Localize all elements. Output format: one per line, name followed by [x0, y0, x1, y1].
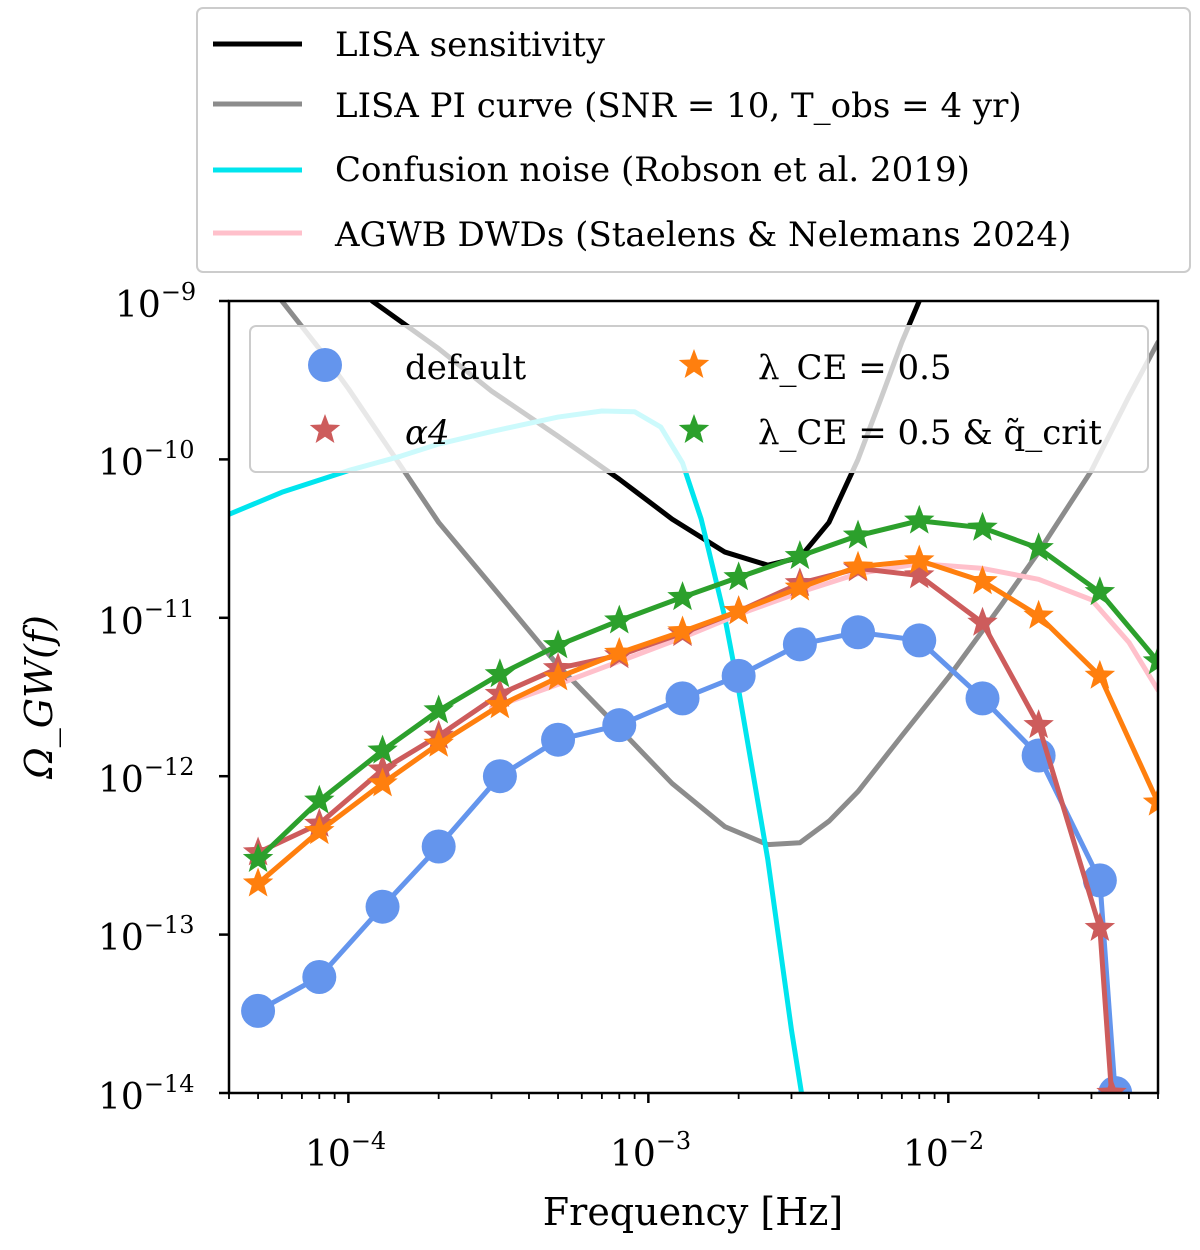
x-axis-label: Frequency [Hz]	[543, 1190, 843, 1234]
series-line-ce-0-5	[256, 558, 1158, 886]
legend-label-lisa-pi: LISA PI curve (SNR = 10, T_obs = 4 yr)	[335, 86, 1022, 126]
data-point-ce-0-5	[723, 595, 754, 625]
legend-marker-default	[308, 348, 342, 382]
data-point-ce-0-5-q-crit	[367, 734, 398, 764]
y-tick-label: 10−9	[115, 278, 196, 326]
data-point-default	[1082, 863, 1117, 898]
data-point-ce-0-5-q-crit	[967, 511, 998, 541]
legend-label-lambda-ce-qcrit: λ_CE = 0.5 & q̃_crit	[758, 413, 1102, 453]
data-point-default	[541, 722, 576, 757]
data-point-ce-0-5-q-crit	[423, 694, 454, 724]
data-point-ce-0-5-q-crit	[904, 504, 935, 534]
data-point-ce-0-5-q-crit	[784, 540, 816, 570]
data-point-default	[721, 658, 756, 693]
data-point-ce-0-5	[1023, 599, 1054, 629]
data-point-default	[241, 993, 276, 1028]
data-point-4	[1096, 1077, 1127, 1093]
data-point-ce-0-5	[904, 544, 935, 574]
data-point-4	[967, 606, 998, 636]
series-legend-frame	[249, 325, 1149, 473]
data-point-default	[965, 681, 1000, 716]
legend-marker-lambda-ce-qcrit	[678, 414, 710, 443]
data-point-ce-0-5-q-crit	[842, 519, 874, 549]
data-point-ce-0-5	[1142, 786, 1158, 816]
data-point-ce-0-5	[484, 689, 516, 719]
data-point-ce-0-5	[304, 815, 335, 845]
data-point-ce-0-5	[367, 767, 398, 797]
data-point-4	[904, 559, 935, 589]
data-series	[241, 504, 1158, 1093]
top-legend: LISA sensitivity LISA PI curve (SNR = 10…	[196, 7, 1191, 273]
data-point-default	[421, 829, 456, 864]
axis-ticks	[219, 299, 1159, 1103]
data-point-ce-0-5	[667, 615, 698, 645]
data-point-ce-0-5-q-crit	[723, 561, 754, 591]
series-line-4	[257, 565, 1115, 1093]
y-tick-label: 10−10	[98, 436, 194, 484]
data-point-4	[1023, 709, 1054, 739]
data-point-default	[602, 708, 637, 743]
data-point-default	[782, 627, 817, 662]
data-point-default	[902, 623, 937, 658]
legend-label-agwb-dwds: AGWB DWDs (Staelens & Nelemans 2024)	[334, 215, 1071, 255]
legend-label-alpha4: α4	[405, 413, 450, 453]
data-point-default	[482, 759, 517, 794]
y-tick-label: 10−13	[98, 911, 194, 959]
y-tick-label: 10−12	[98, 753, 194, 801]
data-point-default	[365, 889, 400, 924]
data-point-ce-0-5-q-crit	[667, 581, 698, 611]
data-point-ce-0-5	[542, 661, 574, 691]
data-point-ce-0-5-q-crit	[1084, 576, 1116, 606]
legend-label-lisa-sensitivity: LISA sensitivity	[335, 25, 606, 65]
legend-label-default: default	[405, 348, 527, 388]
data-point-ce-0-5	[242, 867, 274, 897]
x-tick-label: 10−4	[305, 1127, 386, 1175]
data-point-default	[665, 681, 700, 716]
legend-label-lambda-ce: λ_CE = 0.5	[758, 348, 952, 388]
data-point-default	[841, 615, 876, 650]
legend-label-confusion-noise: Confusion noise (Robson et al. 2019)	[335, 150, 970, 190]
data-point-ce-0-5-q-crit	[1142, 645, 1158, 675]
data-point-ce-0-5	[842, 550, 874, 580]
series-line-ce-0-5-q-crit	[256, 518, 1158, 861]
series-line-default	[256, 629, 1118, 1093]
data-point-ce-0-5	[423, 727, 454, 757]
data-point-ce-0-5-q-crit	[304, 784, 335, 814]
data-point-ce-0-5-q-crit	[484, 658, 516, 688]
data-point-default	[302, 959, 337, 994]
legend-marker-alpha4	[309, 414, 341, 443]
y-tick-label: 10−11	[98, 595, 194, 643]
data-point-ce-0-5-q-crit	[1023, 532, 1054, 562]
data-point-ce-0-5-q-crit	[242, 843, 274, 872]
data-point-ce-0-5	[604, 636, 635, 666]
data-point-ce-0-5-q-crit	[604, 604, 635, 634]
top-legend-frame	[196, 7, 1191, 273]
legend-marker-lambda-ce	[678, 349, 710, 378]
data-point-ce-0-5-q-crit	[542, 629, 574, 659]
series-legend: default α4 λ_CE = 0.5 λ_CE = 0.5 & q̃_cr…	[249, 325, 1149, 473]
y-axis-label: Ω_GW(f)	[17, 615, 62, 780]
y-tick-labels: 10−14 10−13 10−12 10−11 10−10 10−9	[98, 278, 196, 1118]
data-point-ce-0-5	[967, 565, 998, 595]
x-tick-labels: 10−4 10−3 10−2	[305, 1127, 984, 1175]
data-point-ce-0-5	[1084, 659, 1116, 689]
x-tick-label: 10−2	[903, 1127, 984, 1175]
data-point-4	[1084, 912, 1116, 941]
plot-frame	[227, 299, 1160, 1095]
x-tick-label: 10−3	[610, 1127, 691, 1175]
data-point-ce-0-5	[784, 571, 816, 601]
y-tick-label: 10−14	[98, 1070, 194, 1118]
